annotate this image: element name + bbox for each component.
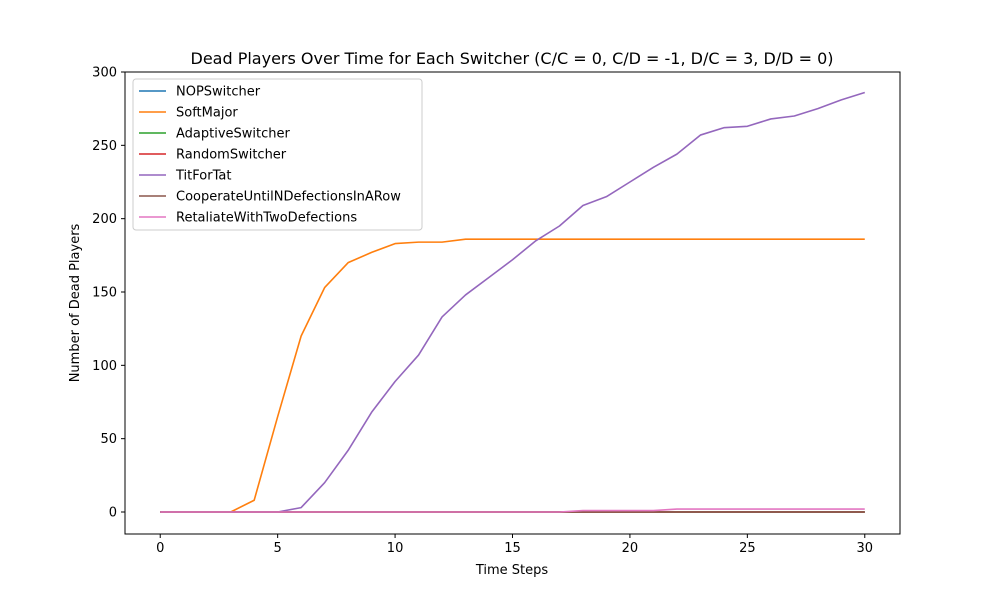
y-tick-label: 150 bbox=[92, 286, 117, 301]
legend-label: SoftMajor bbox=[176, 106, 238, 121]
x-tick-label: 20 bbox=[622, 541, 639, 556]
x-tick-label: 25 bbox=[739, 541, 756, 556]
legend-label: AdaptiveSwitcher bbox=[176, 127, 291, 142]
y-tick-label: 200 bbox=[92, 212, 117, 227]
legend-box bbox=[132, 78, 423, 231]
legend: NOPSwitcher SoftMajor AdaptiveSwitcher Rand… bbox=[132, 78, 423, 231]
legend-label: TitForTat bbox=[175, 169, 231, 184]
y-tick-label: 50 bbox=[100, 432, 117, 447]
series-line-soft-major bbox=[160, 238, 865, 513]
x-axis: 0 5 10 15 20 25 30 bbox=[156, 534, 873, 556]
x-tick-label: 5 bbox=[274, 541, 282, 556]
y-tick-label: 250 bbox=[92, 139, 117, 154]
series-line-retaliate-with-two-defections bbox=[160, 508, 865, 513]
y-axis: 0 50 100 150 200 250 300 bbox=[92, 66, 125, 521]
y-tick-label: 300 bbox=[92, 66, 117, 81]
x-axis-title: Time Steps bbox=[475, 563, 549, 578]
y-tick-label: 0 bbox=[109, 506, 117, 521]
y-axis-title: Number of Dead Players bbox=[68, 223, 83, 382]
x-tick-label: 10 bbox=[387, 541, 404, 556]
x-tick-label: 30 bbox=[856, 541, 873, 556]
x-tick-label: 15 bbox=[504, 541, 521, 556]
x-tick-label: 0 bbox=[156, 541, 164, 556]
legend-label: CooperateUntilNDefectionsInARow bbox=[176, 190, 401, 205]
y-tick-label: 100 bbox=[92, 359, 117, 374]
chart-title: Dead Players Over Time for Each Switcher… bbox=[191, 49, 834, 68]
legend-label: NOPSwitcher bbox=[176, 85, 261, 100]
legend-label: RetaliateWithTwoDefections bbox=[176, 211, 357, 226]
plot-lines bbox=[160, 91, 866, 513]
legend-label: RandomSwitcher bbox=[176, 148, 287, 163]
